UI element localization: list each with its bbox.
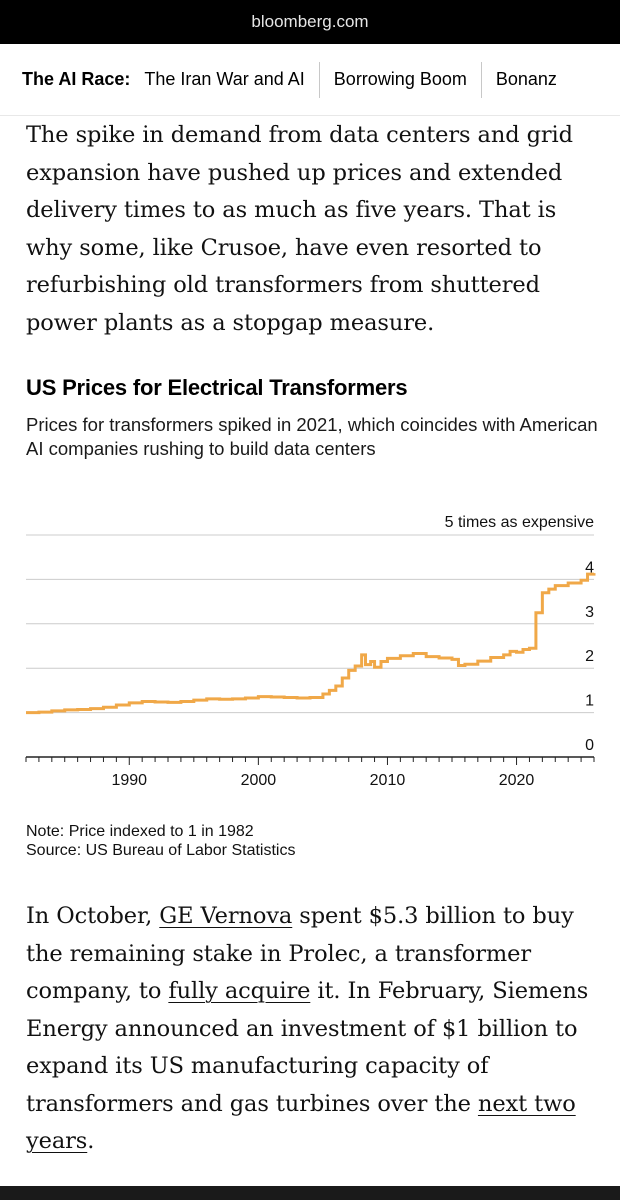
x-tick-label: 2000 bbox=[241, 772, 277, 789]
paragraph-text: it. In February, Siemens Energy announce… bbox=[26, 978, 589, 1117]
article-paragraph: The spike in demand from data centers an… bbox=[26, 122, 573, 336]
price-index-line bbox=[26, 572, 596, 715]
race-link-bonanza[interactable]: Bonanz bbox=[495, 69, 557, 89]
ai-race-nav: The AI Race: The Iran War and AI Borrowi… bbox=[0, 44, 620, 116]
x-tick-label: 2020 bbox=[499, 772, 535, 789]
y-tick-label: 2 bbox=[585, 648, 594, 665]
y-tick-label: 1 bbox=[585, 693, 594, 710]
y-tick-label: 0 bbox=[585, 737, 594, 754]
next-two-years-link[interactable]: next two years bbox=[26, 1090, 576, 1155]
ai-race-label: The AI Race: bbox=[22, 69, 131, 89]
nav-divider bbox=[318, 61, 320, 98]
x-tick-label: 2010 bbox=[370, 772, 406, 789]
price-chart: 0 1 2 3 4 5 times as expensive 1990 2000 2010 20… bbox=[25, 514, 596, 789]
paragraph-text: spent $5.3 billion to buy the remaining … bbox=[26, 903, 574, 1004]
y-axis-label: 5 times as expensive bbox=[445, 514, 595, 531]
chart-subtitle: Prices for transformers spiked in 2021, … bbox=[26, 414, 598, 459]
y-tick-label: 4 bbox=[585, 559, 594, 576]
race-link-iran-war[interactable]: The Iran War and AI bbox=[144, 69, 305, 89]
bottom-toolbar bbox=[0, 1186, 620, 1200]
article-paragraph: In October, GE Vernova spent $5.3 billio… bbox=[26, 898, 596, 1161]
chart-title: US Prices for Electrical Transformers bbox=[26, 375, 408, 400]
fully-acquire-link[interactable]: fully acquire bbox=[168, 978, 311, 1004]
browser-url-bar[interactable]: bloomberg.com bbox=[0, 0, 620, 44]
x-tick-label: 1990 bbox=[111, 772, 147, 789]
chart-note: Note: Price indexed to 1 in 1982 bbox=[26, 823, 254, 840]
y-tick-label: 3 bbox=[585, 604, 594, 621]
chart-footnote: Note: Price indexed to 1 in 1982 Source:… bbox=[26, 822, 295, 860]
chart-source: Source: US Bureau of Labor Statistics bbox=[26, 842, 296, 859]
url-text: bloomberg.com bbox=[251, 12, 369, 31]
ge-vernova-link[interactable]: GE Vernova bbox=[159, 903, 293, 929]
race-link-borrowing-boom[interactable]: Borrowing Boom bbox=[333, 69, 467, 89]
paragraph-text: In October, bbox=[26, 903, 160, 929]
nav-divider bbox=[480, 61, 482, 98]
paragraph-text: . bbox=[87, 1128, 95, 1154]
